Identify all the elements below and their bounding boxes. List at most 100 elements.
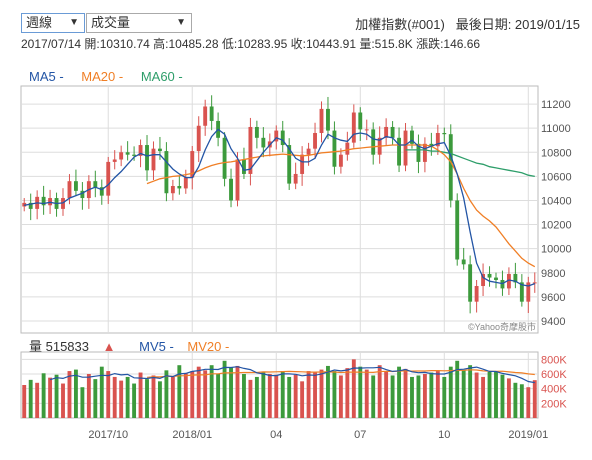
candle-body [332,130,337,167]
candle-body [506,273,511,289]
volume-bar [222,360,227,418]
candle-body [364,129,369,131]
volume-bar [229,367,233,418]
price-tick-label: 10200 [541,220,572,232]
volume-bar [300,381,305,418]
volume-bar [254,376,259,418]
volume-bar [267,374,272,418]
volume-bar [532,380,537,418]
volume-bar [80,387,85,418]
volume-bar [448,366,453,418]
volume-bar [235,365,240,418]
candle-body [397,137,401,166]
candle-body [345,142,350,155]
candle-body [280,130,285,146]
candle-body [132,154,137,156]
volume-bar [274,374,279,418]
volume-bar [519,384,524,418]
volume-bar [99,366,104,418]
candle-body [513,273,518,283]
legend-mv5: MV5 - [139,339,174,354]
price-tick-label: 10400 [541,195,572,207]
volume-bar [106,371,111,418]
volume-bar [216,374,221,418]
legend-ma60: MA60 - [140,69,183,84]
x-tick-label: 10 [438,429,450,441]
candle-body [448,134,453,201]
indicator-select[interactable]: 成交量 ▼ [86,13,192,33]
candle-body [254,126,259,138]
volume-bar [468,365,473,418]
candle-body [209,106,214,121]
candle-body [455,200,460,260]
volume-bar [474,372,479,418]
candle-body [384,126,389,138]
volume-bar [41,373,46,418]
volume-bar [261,372,266,418]
price-tick-label: 9400 [541,316,565,328]
candle-body [390,126,395,138]
candle-body [326,108,330,131]
volume-bar [442,376,447,418]
candle-body [261,137,266,148]
candle-body [274,130,279,142]
candle-body [177,186,182,189]
legend-mv20: MV20 - [187,339,230,354]
copyright-text: ©Yahoo奇摩股市 [468,321,536,332]
volume-bar [435,371,440,418]
candle-body [158,148,162,152]
candle-body [229,178,233,201]
candle-body [338,154,343,167]
volume-tick-label: 400K [541,384,567,396]
info-volume: 量:515.8K [359,37,413,51]
volume-bar [145,379,149,418]
candle-body [138,145,143,156]
index-header: 加權指數(#001) 最後日期: 2019/01/15 [355,14,580,33]
candle-body [416,143,421,162]
ma5-line [24,128,536,287]
legend-ma5: MA5 - [29,69,64,84]
chevron-down-icon: ▼ [176,17,186,28]
volume-bar [500,374,505,418]
volume-bar [513,382,518,418]
candle-body [170,186,175,194]
candle-body [429,143,434,147]
x-tick-label: 2019/01 [508,429,548,441]
candle-body [435,132,440,147]
candle-body [487,273,492,278]
volume-bar [332,371,337,418]
candle-body [358,112,363,130]
volume-bar [22,385,27,418]
volume-bar [358,366,363,418]
volume-bar [390,375,395,418]
volume-bar [313,372,317,418]
candle-body [112,159,117,162]
volume-bar [397,366,401,418]
price-tick-label: 10000 [541,244,572,256]
period-select[interactable]: 週線 ▼ [21,13,85,33]
mv20-line [146,369,535,378]
volume-bar [422,374,427,418]
candle-body [151,148,156,171]
candle-body [145,145,149,171]
candle-body [248,126,253,174]
volume-bar [487,371,492,418]
volume-bar [526,387,531,418]
volume-bar [481,376,486,418]
volume-bar [48,377,53,418]
volume-bar [61,383,65,418]
candle-body [519,282,524,302]
volume-bar [248,379,253,418]
volume-bar [494,371,498,418]
candle-body [80,190,85,199]
volume-tick-label: 800K [541,354,567,366]
candle-body [67,181,72,199]
volume-tick-label: 200K [541,398,567,410]
info-low: 低:10283.95 [221,37,288,51]
candle-body [371,129,376,155]
volume-bar [326,365,330,418]
candle-body [119,152,124,160]
price-tick-label: 10800 [541,147,572,159]
volume-bar [183,373,188,418]
